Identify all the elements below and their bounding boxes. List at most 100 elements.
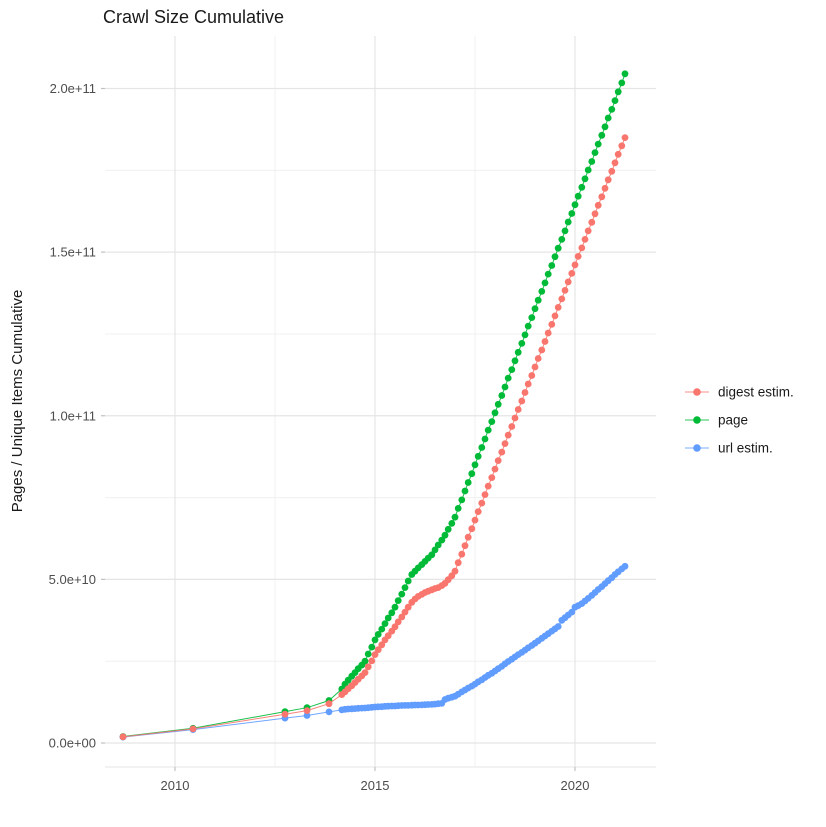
data-point (528, 372, 536, 379)
data-point (361, 669, 369, 676)
data-point (611, 159, 619, 167)
y-tick-label: 0.0e+00 (49, 736, 96, 751)
data-point (441, 531, 449, 539)
data-point (571, 261, 579, 269)
data-point (558, 295, 566, 303)
data-point (471, 516, 479, 524)
data-point (521, 331, 529, 339)
data-point (544, 329, 552, 337)
data-point (508, 366, 516, 373)
y-tick-label: 1.0e+11 (50, 408, 96, 423)
tick-marks (101, 87, 576, 771)
legend-item-digest-estim-: digest estim. (685, 385, 794, 400)
legend-key-dot (693, 388, 701, 396)
data-point (498, 392, 506, 399)
data-point (454, 559, 462, 567)
data-point (464, 533, 472, 541)
data-point (374, 646, 382, 654)
data-point (484, 426, 492, 434)
data-point (454, 505, 462, 512)
data-point (531, 363, 539, 371)
data-point (498, 448, 506, 456)
data-point (189, 725, 197, 733)
data-point (438, 536, 446, 544)
y-tick-label: 2.0e+11 (50, 81, 96, 96)
y-axis-tick-labels: 0.0e+00 5.0e+10 1.0e+11 1.5e+11 2.0e+11 (49, 81, 96, 751)
data-point (391, 603, 399, 611)
data-point (481, 491, 489, 498)
legend-key-dot (693, 416, 701, 424)
data-point (478, 444, 486, 451)
data-point (451, 567, 459, 575)
data-point (564, 218, 572, 226)
data-point (434, 541, 442, 549)
data-point (281, 710, 289, 718)
data-point (474, 452, 482, 460)
data-point (401, 608, 409, 616)
data-point (398, 613, 406, 621)
data-point (368, 643, 376, 651)
data-point (608, 167, 616, 175)
legend-label: page (718, 413, 748, 428)
data-point (444, 525, 452, 533)
data-point (325, 700, 333, 708)
data-point (458, 550, 466, 558)
data-point (488, 474, 496, 481)
data-point (401, 584, 409, 591)
data-point (404, 603, 412, 611)
data-point (568, 608, 576, 616)
data-point (578, 244, 586, 252)
data-point (551, 312, 559, 320)
data-point (544, 270, 552, 278)
data-point (398, 590, 406, 598)
data-point (371, 651, 379, 658)
legend-item-url-estim-: url estim. (685, 441, 773, 456)
data-point (534, 355, 542, 362)
data-point (554, 244, 562, 252)
data-point (388, 609, 396, 617)
legend-item-page: page (685, 413, 748, 428)
data-point (371, 636, 379, 644)
data-point (474, 508, 482, 515)
chart-title: Crawl Size Cumulative (103, 7, 284, 27)
data-point (568, 270, 576, 277)
data-point (588, 158, 596, 165)
data-point (491, 465, 499, 473)
data-point (504, 374, 512, 382)
data-point (391, 623, 399, 631)
data-point (471, 461, 479, 469)
data-point (591, 210, 599, 218)
data-point (451, 513, 459, 521)
data-point (428, 551, 436, 559)
data-point (488, 418, 496, 425)
legend-label: digest estim. (718, 385, 794, 400)
data-point (364, 663, 372, 671)
data-point (325, 708, 333, 716)
data-point (531, 305, 539, 313)
data-point (364, 650, 372, 658)
data-point (538, 346, 546, 354)
gridlines-minor (105, 36, 656, 767)
data-point (368, 657, 376, 665)
data-point (564, 278, 572, 286)
gridlines-major (105, 36, 656, 767)
data-point (494, 457, 502, 464)
y-axis-title: Pages / Unique Items Cumulative (9, 290, 26, 513)
data-point (614, 150, 622, 158)
data-point (614, 88, 622, 96)
data-point (511, 357, 519, 365)
data-point (558, 236, 566, 243)
data-point (604, 176, 612, 184)
data-point (494, 400, 502, 408)
data-point (581, 236, 589, 243)
data-point (611, 97, 619, 104)
data-point (621, 70, 629, 78)
x-tick-label: 2010 (161, 778, 190, 793)
data-point (524, 322, 532, 330)
data-point (591, 149, 599, 157)
data-point (621, 134, 629, 142)
data-point (518, 397, 526, 405)
data-point (541, 338, 549, 345)
